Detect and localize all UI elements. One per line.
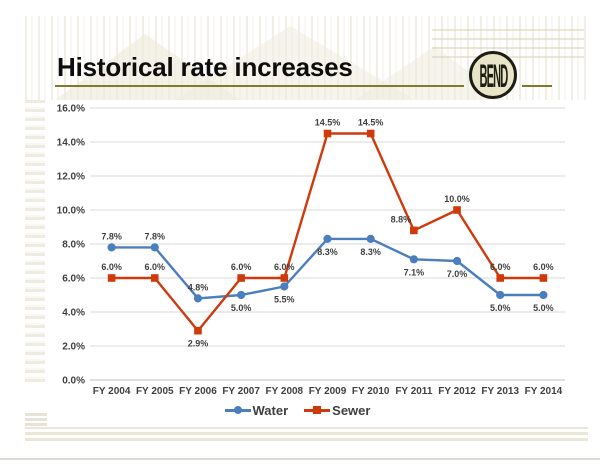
y-tick-label: 2.0% [62,342,85,353]
legend-label-sewer: Sewer [332,403,371,418]
sewer-marker [194,326,202,335]
x-axis-label: FY 2008 [266,386,304,397]
water-data-label: 7.1% [404,267,425,277]
sewer-marker [539,274,548,282]
y-tick-label: 0.0% [62,376,85,387]
page-title: Historical rate increases [57,52,353,82]
water-marker [452,256,462,266]
sewer-data-label: 6.0% [490,262,511,272]
x-axis-label: FY 2010 [352,386,390,397]
water-marker [280,282,289,291]
water-data-label: 8.3% [317,247,338,257]
water-data-label: 7.0% [447,269,468,279]
x-axis-label: FY 2009 [309,386,347,397]
water-marker [496,290,505,300]
sewer-marker [280,274,289,282]
sewer-data-label: 10.0% [444,194,470,204]
water-data-label: 4.8% [188,282,209,292]
sewer-marker [410,226,418,235]
sewer-marker [107,274,116,282]
bend-city-logo: BEND [469,51,517,99]
watermark-bottom-band [25,427,588,441]
y-tick-label: 12.0% [57,172,85,183]
title-underline [55,85,464,87]
water-legend-marker [224,406,251,415]
legend-item-water: Water [224,403,289,418]
x-axis-label: FY 2012 [438,386,476,397]
x-axis-label: FY 2005 [136,386,174,397]
sewer-data-label: 6.0% [274,262,295,272]
y-tick-label: 4.0% [62,308,85,319]
y-tick-label: 16.0% [57,104,85,115]
sewer-data-label: 6.0% [145,262,166,272]
water-data-label: 8.3% [360,247,381,257]
y-tick-label: 6.0% [62,274,85,285]
water-data-label: 5.0% [231,303,252,313]
sewer-legend-point [313,406,322,414]
sewer-line [110,132,545,332]
sewer-data-label: 6.0% [101,262,122,272]
water-legend-point [233,406,242,414]
water-data-label: 5.5% [274,295,295,305]
water-marker [323,234,332,243]
sewer-data-label: 6.0% [533,262,554,272]
chart-legend: Water Sewer [25,403,570,418]
sewer-data-label: 6.0% [231,262,252,272]
sewer-legend-marker [304,406,331,415]
water-data-label: 5.0% [533,303,554,313]
rate-increase-line-chart: 0.0% 2.0% 4.0% 6.0% 8.0% 10.0% 12.0% 14.0% 16.0%… [45,100,590,400]
x-axis-label: FY 2006 [179,386,217,397]
x-axis-label: FY 2011 [395,386,433,397]
sewer-marker [366,129,375,138]
sewer-data-label: 14.5% [315,118,341,128]
legend-item-sewer: Sewer [304,403,370,418]
sewer-data-label: 14.5% [358,118,384,128]
y-tick-label: 10.0% [57,206,85,217]
sewer-marker [150,274,159,282]
sewer-marker [323,129,332,138]
sewer-marker [496,274,505,282]
title-underline-right [522,85,552,87]
water-marker [539,290,548,300]
sewer-marker [453,206,461,214]
water-marker [409,255,418,264]
title-rule-row: BEND [55,51,552,99]
water-marker [150,243,159,252]
y-tick-label: 14.0% [57,138,85,149]
water-marker [107,243,116,252]
logo-text: BEND [479,56,508,94]
sewer-data-label: 2.9% [188,339,209,349]
water-marker [193,294,203,303]
water-marker [237,290,246,300]
y-tick-label: 8.0% [62,240,85,251]
x-axis-label: FY 2014 [525,386,563,397]
legend-label-water: Water [252,403,289,418]
slide-bottom-edge [0,458,600,460]
sewer-marker [237,274,245,282]
x-axis-label: FY 2007 [222,386,260,397]
x-axis-label: FY 2004 [93,386,131,397]
water-data-label: 5.0% [490,303,511,313]
water-marker [366,234,375,243]
sewer-data-label: 8.8% [391,214,412,224]
water-data-label: 7.8% [101,231,122,241]
water-data-label: 7.8% [145,231,166,241]
x-axis-label: FY 2013 [481,386,519,397]
